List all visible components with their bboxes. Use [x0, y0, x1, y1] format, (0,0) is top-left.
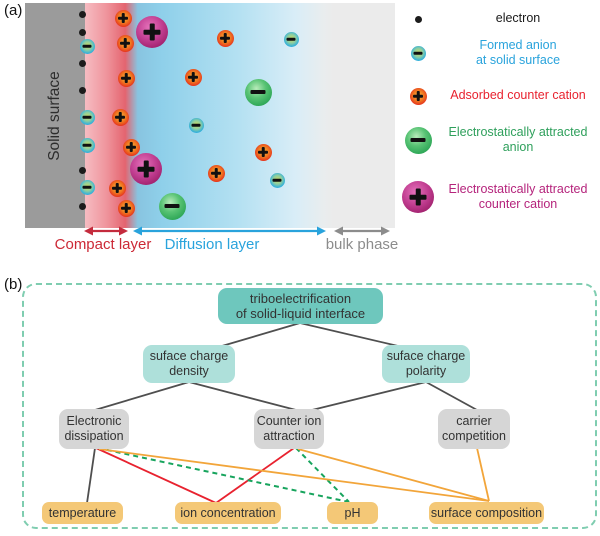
- adsorbed-counter-cation-icon: [117, 199, 135, 217]
- legend-formed-anion-line2: at solid surface: [475, 53, 561, 67]
- formed-anion-icon: [396, 45, 440, 61]
- electron-icon: [78, 10, 86, 18]
- formed-anion-icon: [79, 179, 95, 195]
- node-temperature: temperature: [42, 502, 123, 524]
- electron-icon: [396, 15, 440, 23]
- node-surface-composition-label: surface composition: [430, 505, 543, 520]
- compact-layer-line2: layer: [118, 236, 152, 253]
- node-charge-polarity-line1: suface charge: [386, 349, 466, 363]
- diffusion-layer-label: Diffusion layer: [157, 236, 267, 253]
- node-charge-density-line2: density: [169, 364, 209, 378]
- node-charge-polarity-line2: polarity: [405, 364, 447, 378]
- adsorbed-counter-cation-icon: [117, 69, 135, 87]
- legend-attracted-anion-line2: anion: [502, 140, 534, 154]
- legend-row-attracted-cation: Electrostatically attracted counter cati…: [396, 180, 596, 214]
- formed-anion-icon: [79, 38, 95, 54]
- panel-a-label: (a): [4, 2, 23, 19]
- bulk-phase-line1: bulk: [325, 236, 354, 253]
- legend-row-formed-anion: Formed anion at solid surface: [396, 37, 596, 69]
- node-charge-density: suface charge density: [143, 345, 235, 383]
- adsorbed-counter-cation-icon: [122, 138, 140, 156]
- adsorbed-counter-cation-icon: [216, 29, 234, 47]
- adsorbed-counter-cation-icon: [184, 68, 202, 86]
- formed-anion-icon: [79, 109, 95, 125]
- adsorbed-counter-cation-icon: [254, 143, 272, 161]
- adsorbed-cation-icon: [396, 87, 440, 105]
- node-surface-composition: surface composition: [429, 502, 544, 524]
- node-carrier-competition: carrier competition: [438, 409, 510, 449]
- node-ion-concentration: ion concentration: [175, 502, 281, 524]
- bulk-phase-label: bulk phase: [307, 236, 417, 253]
- node-ion-concentration-label: ion concentration: [180, 505, 276, 520]
- attracted-anion-icon: [396, 126, 440, 154]
- legend-attracted-cation-line1: Electrostatically attracted: [448, 181, 588, 196]
- node-electronic-dissipation: Electronic dissipation: [59, 409, 129, 449]
- legend-row-attracted-anion: Electrostatically attracted anion: [396, 124, 596, 156]
- node-carrier-competition-line1: carrier: [456, 414, 492, 428]
- electron-icon: [78, 86, 86, 94]
- compact-layer-label: Compact layer: [48, 236, 158, 253]
- bulk-phase-line2: phase: [357, 236, 399, 253]
- attracted-counter-cation-icon: [130, 153, 162, 185]
- electron-icon: [78, 166, 86, 174]
- electron-icon: [78, 59, 86, 67]
- legend-adsorbed-cation-label: Adsorbed counter cation: [450, 88, 586, 103]
- attracted-anion-icon: [244, 78, 272, 106]
- electron-icon: [78, 202, 86, 210]
- node-root-line2: of solid-liquid interface: [235, 306, 366, 321]
- adsorbed-counter-cation-icon: [116, 34, 134, 52]
- formed-anion-icon: [79, 137, 95, 153]
- formed-anion-icon: [188, 117, 204, 133]
- legend-electron-label: electron: [495, 11, 541, 26]
- diffusion-layer-line2: layer: [226, 236, 260, 253]
- node-counter-ion-attraction-line2: attraction: [263, 429, 315, 443]
- legend-formed-anion-line1: Formed anion: [479, 37, 557, 52]
- node-ph: pH: [327, 502, 378, 524]
- adsorbed-counter-cation-icon: [108, 179, 126, 197]
- node-counter-ion-attraction: Counter ion attraction: [254, 409, 324, 449]
- adsorbed-counter-cation-icon: [111, 108, 129, 126]
- solid-surface-bar: Solid surface: [25, 3, 85, 228]
- flowchart-dashed-border: [22, 283, 597, 529]
- node-carrier-competition-line2: competition: [442, 429, 506, 443]
- node-ph-label: pH: [344, 505, 361, 520]
- legend-attracted-cation-line2: counter cation: [478, 197, 558, 211]
- electron-icon: [78, 28, 86, 36]
- formed-anion-icon: [283, 31, 299, 47]
- diffusion-layer-line1: Diffusion: [164, 236, 223, 253]
- attracted-anion-icon: [158, 192, 186, 220]
- node-charge-density-line1: suface charge: [149, 349, 229, 363]
- liquid-layers-gradient: [85, 3, 395, 228]
- ion-layer: [78, 9, 299, 220]
- node-temperature-label: temperature: [48, 505, 117, 520]
- compact-layer-line1: Compact: [54, 236, 115, 253]
- node-counter-ion-attraction-line1: Counter ion: [256, 414, 322, 428]
- formed-anion-icon: [269, 172, 285, 188]
- node-root: triboelectrification of solid-liquid int…: [218, 288, 383, 324]
- legend-row-electron: electron: [396, 8, 596, 30]
- legend-row-adsorbed-cation: Adsorbed counter cation: [396, 85, 596, 107]
- node-electronic-dissipation-line1: Electronic: [66, 414, 122, 428]
- node-charge-polarity: suface charge polarity: [382, 345, 470, 383]
- node-electronic-dissipation-line2: dissipation: [64, 429, 124, 443]
- panel-b-label: (b): [4, 276, 23, 293]
- node-root-line1: triboelectrification: [249, 291, 352, 306]
- adsorbed-counter-cation-icon: [207, 164, 225, 182]
- attracted-cation-icon: [396, 181, 440, 213]
- legend-attracted-anion-line1: Electrostatically attracted: [448, 124, 588, 139]
- adsorbed-counter-cation-icon: [114, 9, 132, 27]
- attracted-counter-cation-icon: [136, 16, 168, 48]
